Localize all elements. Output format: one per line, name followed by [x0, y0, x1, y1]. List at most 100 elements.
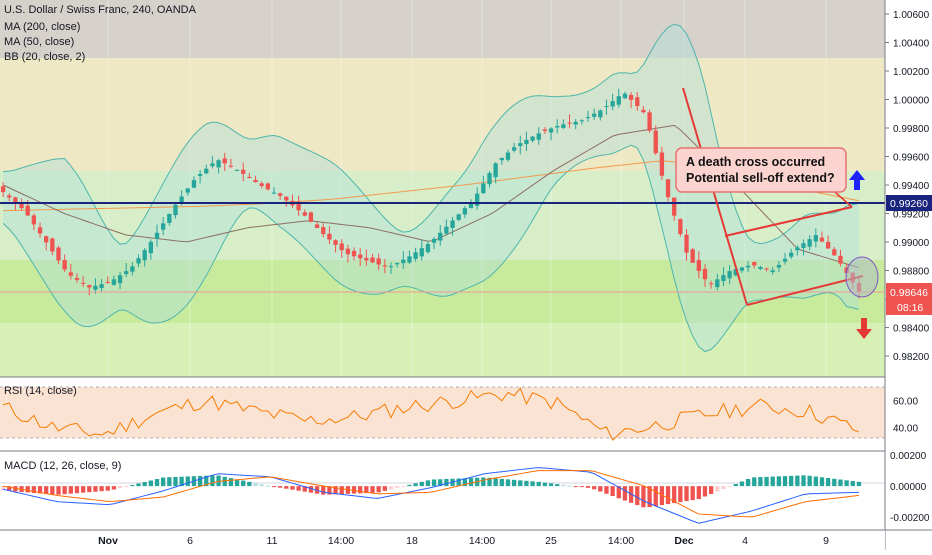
- macd-hist-bar: [462, 478, 468, 487]
- candle: [253, 175, 258, 183]
- macd-hist-bar: [647, 486, 652, 508]
- macd-hist-bar: [487, 477, 492, 487]
- annotation-line-2: Potential sell-off extend?: [686, 171, 835, 185]
- indicator-ma200[interactable]: MA (200, close): [4, 21, 81, 33]
- candle-body: [524, 139, 529, 145]
- candle: [604, 99, 609, 115]
- candle-body: [130, 266, 135, 272]
- candle-body: [407, 256, 412, 263]
- macd-hist-bar: [727, 486, 732, 488]
- macd-hist-bar: [111, 486, 117, 490]
- highlight-ellipse[interactable]: [845, 256, 879, 298]
- macd-hist-bar: [752, 477, 757, 487]
- price-axis-bg: [885, 0, 932, 550]
- resistance-tag-text: 0.99260: [890, 198, 928, 210]
- macd-hist-bar: [555, 484, 560, 487]
- macd-hist-bar: [684, 486, 689, 502]
- macd-hist-bar: [733, 483, 738, 487]
- candle: [142, 247, 147, 267]
- candle-body: [148, 241, 154, 254]
- macd-hist-bar: [321, 486, 326, 495]
- macd-hist-bar: [259, 484, 264, 487]
- macd-hist-bar: [80, 486, 86, 493]
- macd-hist-bar: [142, 482, 147, 487]
- wedge-lower-line[interactable]: [746, 275, 864, 306]
- macd-hist-bar: [764, 476, 769, 487]
- indicator-ma50[interactable]: MA (50, close): [4, 36, 75, 48]
- price-tick-label: 0.99400: [893, 181, 930, 192]
- candle-body: [216, 160, 221, 168]
- current-tag-price: 0.98646: [890, 287, 928, 299]
- candle-body: [610, 101, 615, 107]
- macd-hist-bar: [715, 486, 720, 492]
- time-tick-label: Dec: [674, 535, 693, 547]
- candle: [62, 254, 67, 272]
- candle-body: [450, 220, 455, 228]
- price-tick-label: 1.00600: [893, 10, 930, 21]
- trend-line-down[interactable]: [682, 87, 748, 306]
- candle-body: [758, 267, 763, 269]
- macd-hist-bar: [604, 486, 609, 494]
- macd-hist-bar: [161, 477, 166, 487]
- candle-body: [339, 243, 344, 251]
- macd-hist-bar: [25, 486, 30, 493]
- macd-hist-bar: [524, 480, 529, 487]
- candle: [247, 172, 252, 179]
- candle-body: [117, 275, 123, 284]
- candle-body: [801, 243, 806, 248]
- macd-hist-bar: [702, 486, 708, 497]
- candle-body: [696, 259, 701, 272]
- current-price-tag[interactable]: 0.98646 08:16: [886, 283, 932, 315]
- candle: [555, 119, 560, 134]
- candle: [542, 127, 548, 134]
- wedge-upper-line[interactable]: [724, 206, 853, 237]
- trend-drawings[interactable]: [682, 87, 879, 306]
- candle-body: [185, 188, 190, 193]
- macd-hist-bar: [708, 486, 714, 494]
- candle: [696, 251, 701, 279]
- candle: [358, 247, 363, 267]
- macd-hist-bar: [518, 480, 523, 487]
- candle-body: [382, 265, 387, 267]
- candle: [752, 261, 757, 269]
- macd-hist-bar: [801, 475, 806, 487]
- macd-hist-bar: [425, 480, 431, 487]
- candle-body: [789, 252, 794, 257]
- candle-body: [413, 252, 418, 259]
- candle-body: [604, 106, 609, 108]
- rsi-label: RSI (14, close): [4, 385, 77, 397]
- candle-body: [832, 249, 837, 256]
- annotation-line-1: A death cross occurred: [686, 155, 825, 169]
- macd-hist-bar: [511, 479, 517, 487]
- candle: [598, 109, 603, 121]
- macd-hist-bar: [813, 476, 818, 487]
- candle-body: [838, 255, 843, 264]
- candle-body: [44, 236, 49, 243]
- candle-body: [530, 136, 535, 141]
- macd-hist-bar: [481, 477, 486, 487]
- macd-hist-bar: [856, 481, 862, 487]
- candle: [277, 192, 283, 200]
- candle-body: [394, 262, 400, 265]
- indicator-bb[interactable]: BB (20, close, 2): [4, 51, 86, 63]
- zone-light-green-3: [0, 323, 885, 377]
- macd-hist-bar: [585, 486, 591, 488]
- macd-hist-bar: [185, 476, 190, 487]
- candle-body: [271, 192, 277, 194]
- macd-hist-bar: [358, 486, 363, 494]
- time-tick-label: Nov: [98, 535, 118, 547]
- candle-body: [511, 147, 517, 151]
- macd-hist-bar: [277, 486, 283, 488]
- candle: [259, 181, 264, 189]
- resistance-price-tag[interactable]: 0.99260: [886, 195, 932, 211]
- macd-hist-bar: [610, 486, 615, 497]
- candle-body: [25, 205, 30, 216]
- candle-body: [204, 168, 209, 174]
- macd-hist-bar: [616, 486, 621, 499]
- candle: [456, 213, 461, 222]
- annotation-callout[interactable]: A death cross occurred Potential sell-of…: [675, 147, 847, 193]
- bearish-arrow-icon: [856, 318, 872, 339]
- time-tick-label: 25: [545, 535, 557, 547]
- candle-body: [62, 260, 67, 270]
